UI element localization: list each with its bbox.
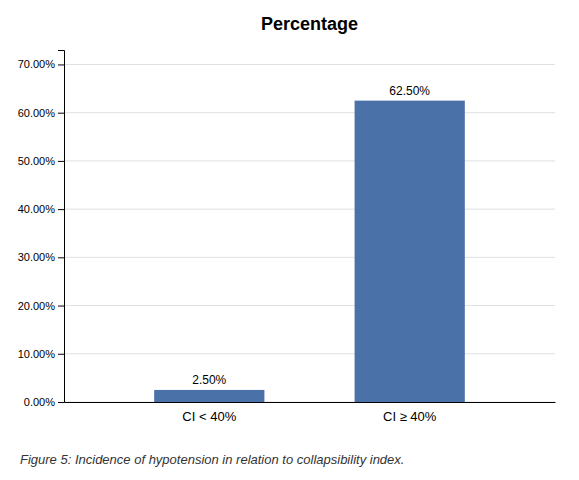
data-labels: 2.50% 62.50% <box>192 84 430 387</box>
grid-line <box>64 353 555 354</box>
grid-line <box>64 209 555 210</box>
tick-mark <box>58 257 64 258</box>
bar <box>154 390 264 402</box>
tick: CI ≥ 40% <box>383 409 437 424</box>
tick: 60.00% <box>18 107 64 119</box>
tick: CI < 40% <box>182 409 236 424</box>
y-axis: 0.00% 10.00% 20.00% 30.00% 40.00% 50.00% 60.00… <box>18 51 65 409</box>
tick-mark <box>58 161 64 162</box>
tick-label: 40.00% <box>18 203 56 215</box>
tick-mark <box>58 402 64 403</box>
bars <box>154 101 465 402</box>
data-label: 2.50% <box>192 373 226 387</box>
tick: 30.00% <box>18 251 64 263</box>
tick-mark <box>58 306 64 307</box>
grid-line <box>64 402 555 403</box>
x-axis: CI < 40% CI ≥ 40% <box>65 403 556 424</box>
tick-label: 10.00% <box>18 348 56 360</box>
axis-line <box>58 51 65 403</box>
chart: 2.50% 62.50% 0.00% 10.00% 20.00% 30.00% 40.00%… <box>0 0 579 480</box>
plot: 2.50% 62.50% 0.00% 10.00% 20.00% 30.00% 40.00%… <box>18 51 556 424</box>
grid-line <box>64 64 555 65</box>
tick: 70.00% <box>18 58 64 70</box>
tick: 40.00% <box>18 203 64 215</box>
tick: 0.00% <box>24 396 64 408</box>
tick-label: 0.00% <box>24 396 55 408</box>
grid-line <box>64 305 555 306</box>
caption: Figure 5: Incidence of hypotension in re… <box>20 452 404 467</box>
tick-label: 20.00% <box>18 300 56 312</box>
grid-line <box>64 160 555 161</box>
tick-mark <box>58 354 64 355</box>
tick-label: 70.00% <box>18 58 56 70</box>
tick-label: 60.00% <box>18 107 56 119</box>
tick: 50.00% <box>18 155 64 167</box>
bar <box>355 101 465 402</box>
tick-mark <box>58 209 64 210</box>
tick-label: CI ≥ 40% <box>383 409 437 424</box>
axis-line <box>65 402 556 403</box>
tick-mark <box>58 113 64 114</box>
title: Percentage <box>261 14 358 34</box>
tick-mark <box>58 64 64 65</box>
tick-label: CI < 40% <box>182 409 236 424</box>
grid-line <box>64 112 555 113</box>
tick-label: 50.00% <box>18 155 56 167</box>
grid <box>64 64 555 402</box>
data-label: 62.50% <box>389 84 430 98</box>
tick-label: 30.00% <box>18 251 56 263</box>
tick: 10.00% <box>18 348 64 360</box>
grid-line <box>64 257 555 258</box>
tick: 20.00% <box>18 300 64 312</box>
